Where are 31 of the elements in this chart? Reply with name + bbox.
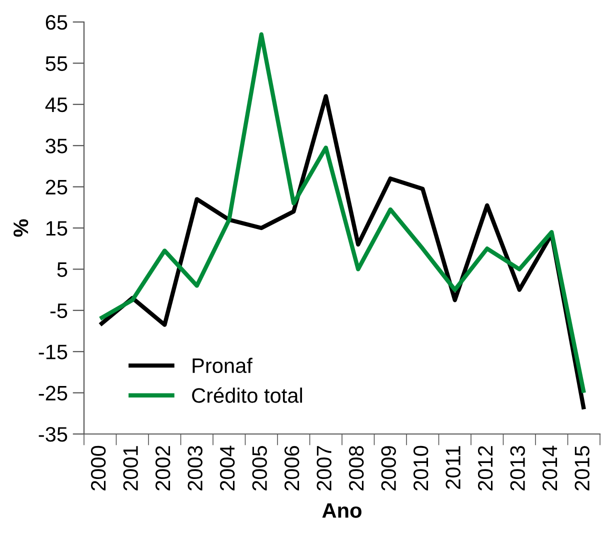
y-tick-label: 55 [46, 56, 68, 71]
x-tick-label: 2015 [574, 446, 590, 490]
y-tick-label: 65 [46, 15, 68, 30]
y-tick-label: -25 [38, 386, 68, 401]
x-tick-label: 2000 [90, 446, 106, 490]
x-tick-label: 2005 [252, 446, 267, 490]
legend-label: Pronaf [192, 358, 252, 374]
x-tick-label: 2006 [284, 446, 300, 490]
x-tick-label: 2012 [478, 446, 493, 490]
x-tick-label: 2007 [316, 446, 332, 490]
y-tick-label: -35 [38, 427, 68, 442]
y-axis-title: % [14, 219, 28, 237]
x-tick-label: 2004 [220, 446, 235, 490]
y-tick-label: -15 [38, 344, 68, 360]
y-tick-label: 15 [46, 221, 68, 236]
x-tick-label: 2002 [155, 446, 170, 490]
y-tick-label: -5 [50, 304, 68, 318]
x-tick-label: 2010 [413, 446, 428, 490]
x-axis-title: Ano [322, 503, 362, 518]
x-tick-label: 2009 [381, 446, 396, 490]
x-tick-label: 2003 [188, 446, 202, 490]
y-tick-label: 5 [57, 262, 68, 277]
y-tick-label: 45 [45, 98, 68, 112]
x-tick-label: 2013 [510, 446, 525, 490]
y-tick-label: 35 [46, 138, 68, 154]
x-tick-label: 2014 [542, 446, 558, 490]
x-tick-label: 2001 [123, 446, 138, 490]
y-tick-label: 25 [46, 180, 68, 195]
x-tick-label: 2008 [348, 446, 364, 490]
x-tick-label: 2011 [446, 446, 460, 489]
legend-label: Crédito total [192, 387, 302, 403]
